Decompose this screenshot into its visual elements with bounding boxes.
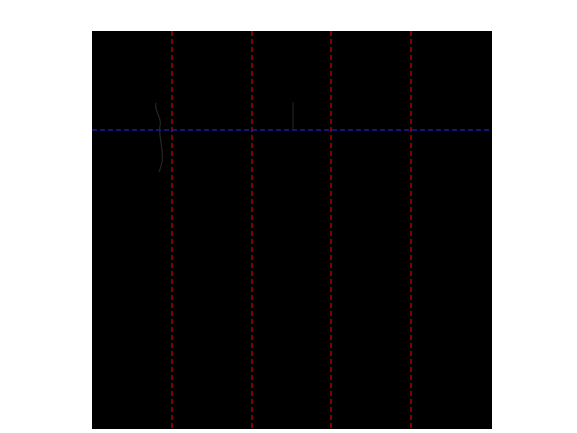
- image-panel: [92, 31, 492, 429]
- faint-curve-mark: [155, 102, 164, 173]
